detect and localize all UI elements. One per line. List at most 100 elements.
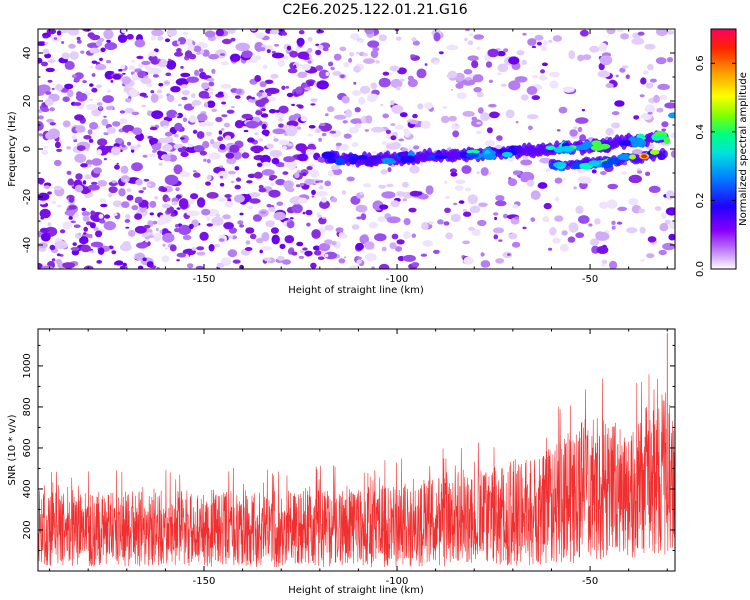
signal-hotspot (618, 140, 630, 146)
noise-blob (382, 113, 390, 119)
noise-blob (113, 143, 120, 148)
noise-blob (325, 113, 329, 117)
noise-blob (121, 29, 128, 34)
noise-blob (99, 219, 106, 224)
noise-blob (514, 216, 520, 220)
noise-blob (119, 265, 126, 269)
noise-blob (291, 251, 298, 256)
noise-blob (446, 74, 453, 78)
noise-blob (255, 237, 264, 244)
noise-blob (38, 41, 47, 46)
noise-blob (206, 174, 212, 181)
noise-blob (352, 34, 356, 38)
noise-blob (194, 69, 200, 77)
noise-blob (253, 55, 262, 61)
noise-blob (307, 47, 313, 53)
noise-blob (114, 260, 124, 266)
noise-blob (211, 216, 224, 226)
noise-blob (158, 162, 163, 166)
noise-blob (180, 137, 185, 140)
noise-blob (224, 201, 234, 208)
y-tick-label: 1000 (22, 353, 33, 378)
noise-blob (136, 144, 142, 148)
spectrogram-y-ticks: -40 -20 0 20 40 (22, 28, 675, 270)
noise-blob (204, 121, 214, 127)
noise-blob (38, 115, 44, 120)
noise-blob (664, 102, 675, 109)
noise-blob (198, 90, 210, 99)
noise-blob (43, 146, 48, 149)
noise-blob (270, 182, 275, 186)
noise-blob (312, 245, 321, 251)
noise-blob (390, 135, 397, 141)
noise-blob (56, 204, 62, 208)
noise-blob (188, 223, 194, 230)
noise-blob (299, 64, 303, 67)
noise-blob (595, 231, 610, 241)
noise-blob (192, 129, 198, 134)
noise-blob (158, 137, 168, 144)
snr-frame (37, 328, 676, 572)
noise-blob (131, 59, 136, 63)
snr-x-ticks: -150 -100 -50 (49, 329, 668, 587)
noise-blob (605, 128, 614, 136)
noise-blob (186, 198, 195, 205)
noise-blob (177, 143, 183, 148)
noise-blob (446, 44, 459, 51)
noise-blob (411, 233, 416, 238)
noise-blob (104, 42, 118, 51)
noise-blob (128, 229, 136, 237)
noise-blob (175, 78, 189, 86)
noise-blob (507, 253, 511, 256)
noise-blob (96, 102, 103, 106)
noise-blob (580, 29, 589, 37)
noise-blob (74, 153, 87, 163)
noise-blob (295, 143, 307, 152)
noise-blob (471, 60, 479, 69)
noise-blob (655, 29, 668, 37)
noise-blob (324, 253, 329, 258)
noise-blob (667, 30, 675, 35)
noise-blob (91, 60, 98, 64)
noise-blob (301, 64, 311, 71)
noise-blob (241, 152, 250, 159)
snr-y-label: SNR (10 * v/v) (7, 414, 18, 485)
noise-blob (80, 163, 88, 168)
noise-blob (75, 173, 83, 180)
noise-blob (279, 243, 286, 250)
noise-blob (507, 178, 518, 187)
noise-blob (302, 211, 306, 215)
noise-blob (181, 89, 190, 96)
noise-blob (120, 175, 130, 183)
x-tick-label: -100 (386, 576, 409, 587)
noise-blob (49, 244, 56, 251)
noise-blob (443, 221, 450, 226)
noise-blob (462, 110, 475, 117)
noise-blob (284, 235, 295, 244)
noise-blob (567, 236, 576, 243)
noise-blob (468, 33, 474, 37)
noise-blob (468, 226, 475, 231)
noise-blob (218, 130, 223, 135)
noise-blob (164, 131, 173, 137)
noise-blob (38, 192, 50, 201)
noise-blob (150, 90, 155, 94)
noise-blob (271, 234, 280, 245)
noise-blob (640, 113, 653, 120)
noise-blob (173, 164, 183, 175)
noise-blob (394, 124, 404, 130)
noise-blob (575, 232, 585, 239)
noise-blob (385, 129, 391, 134)
noise-blob (82, 80, 87, 84)
noise-blob (330, 164, 340, 171)
noise-blob (278, 123, 284, 128)
noise-blob (120, 64, 125, 70)
signal-hotspot (629, 154, 636, 160)
noise-blob (469, 205, 481, 214)
noise-blob (180, 66, 184, 69)
noise-blob (365, 115, 373, 124)
colorbar-gradient (711, 29, 736, 269)
noise-blob (273, 135, 276, 139)
noise-blob (227, 29, 236, 35)
noise-blob (302, 172, 307, 177)
